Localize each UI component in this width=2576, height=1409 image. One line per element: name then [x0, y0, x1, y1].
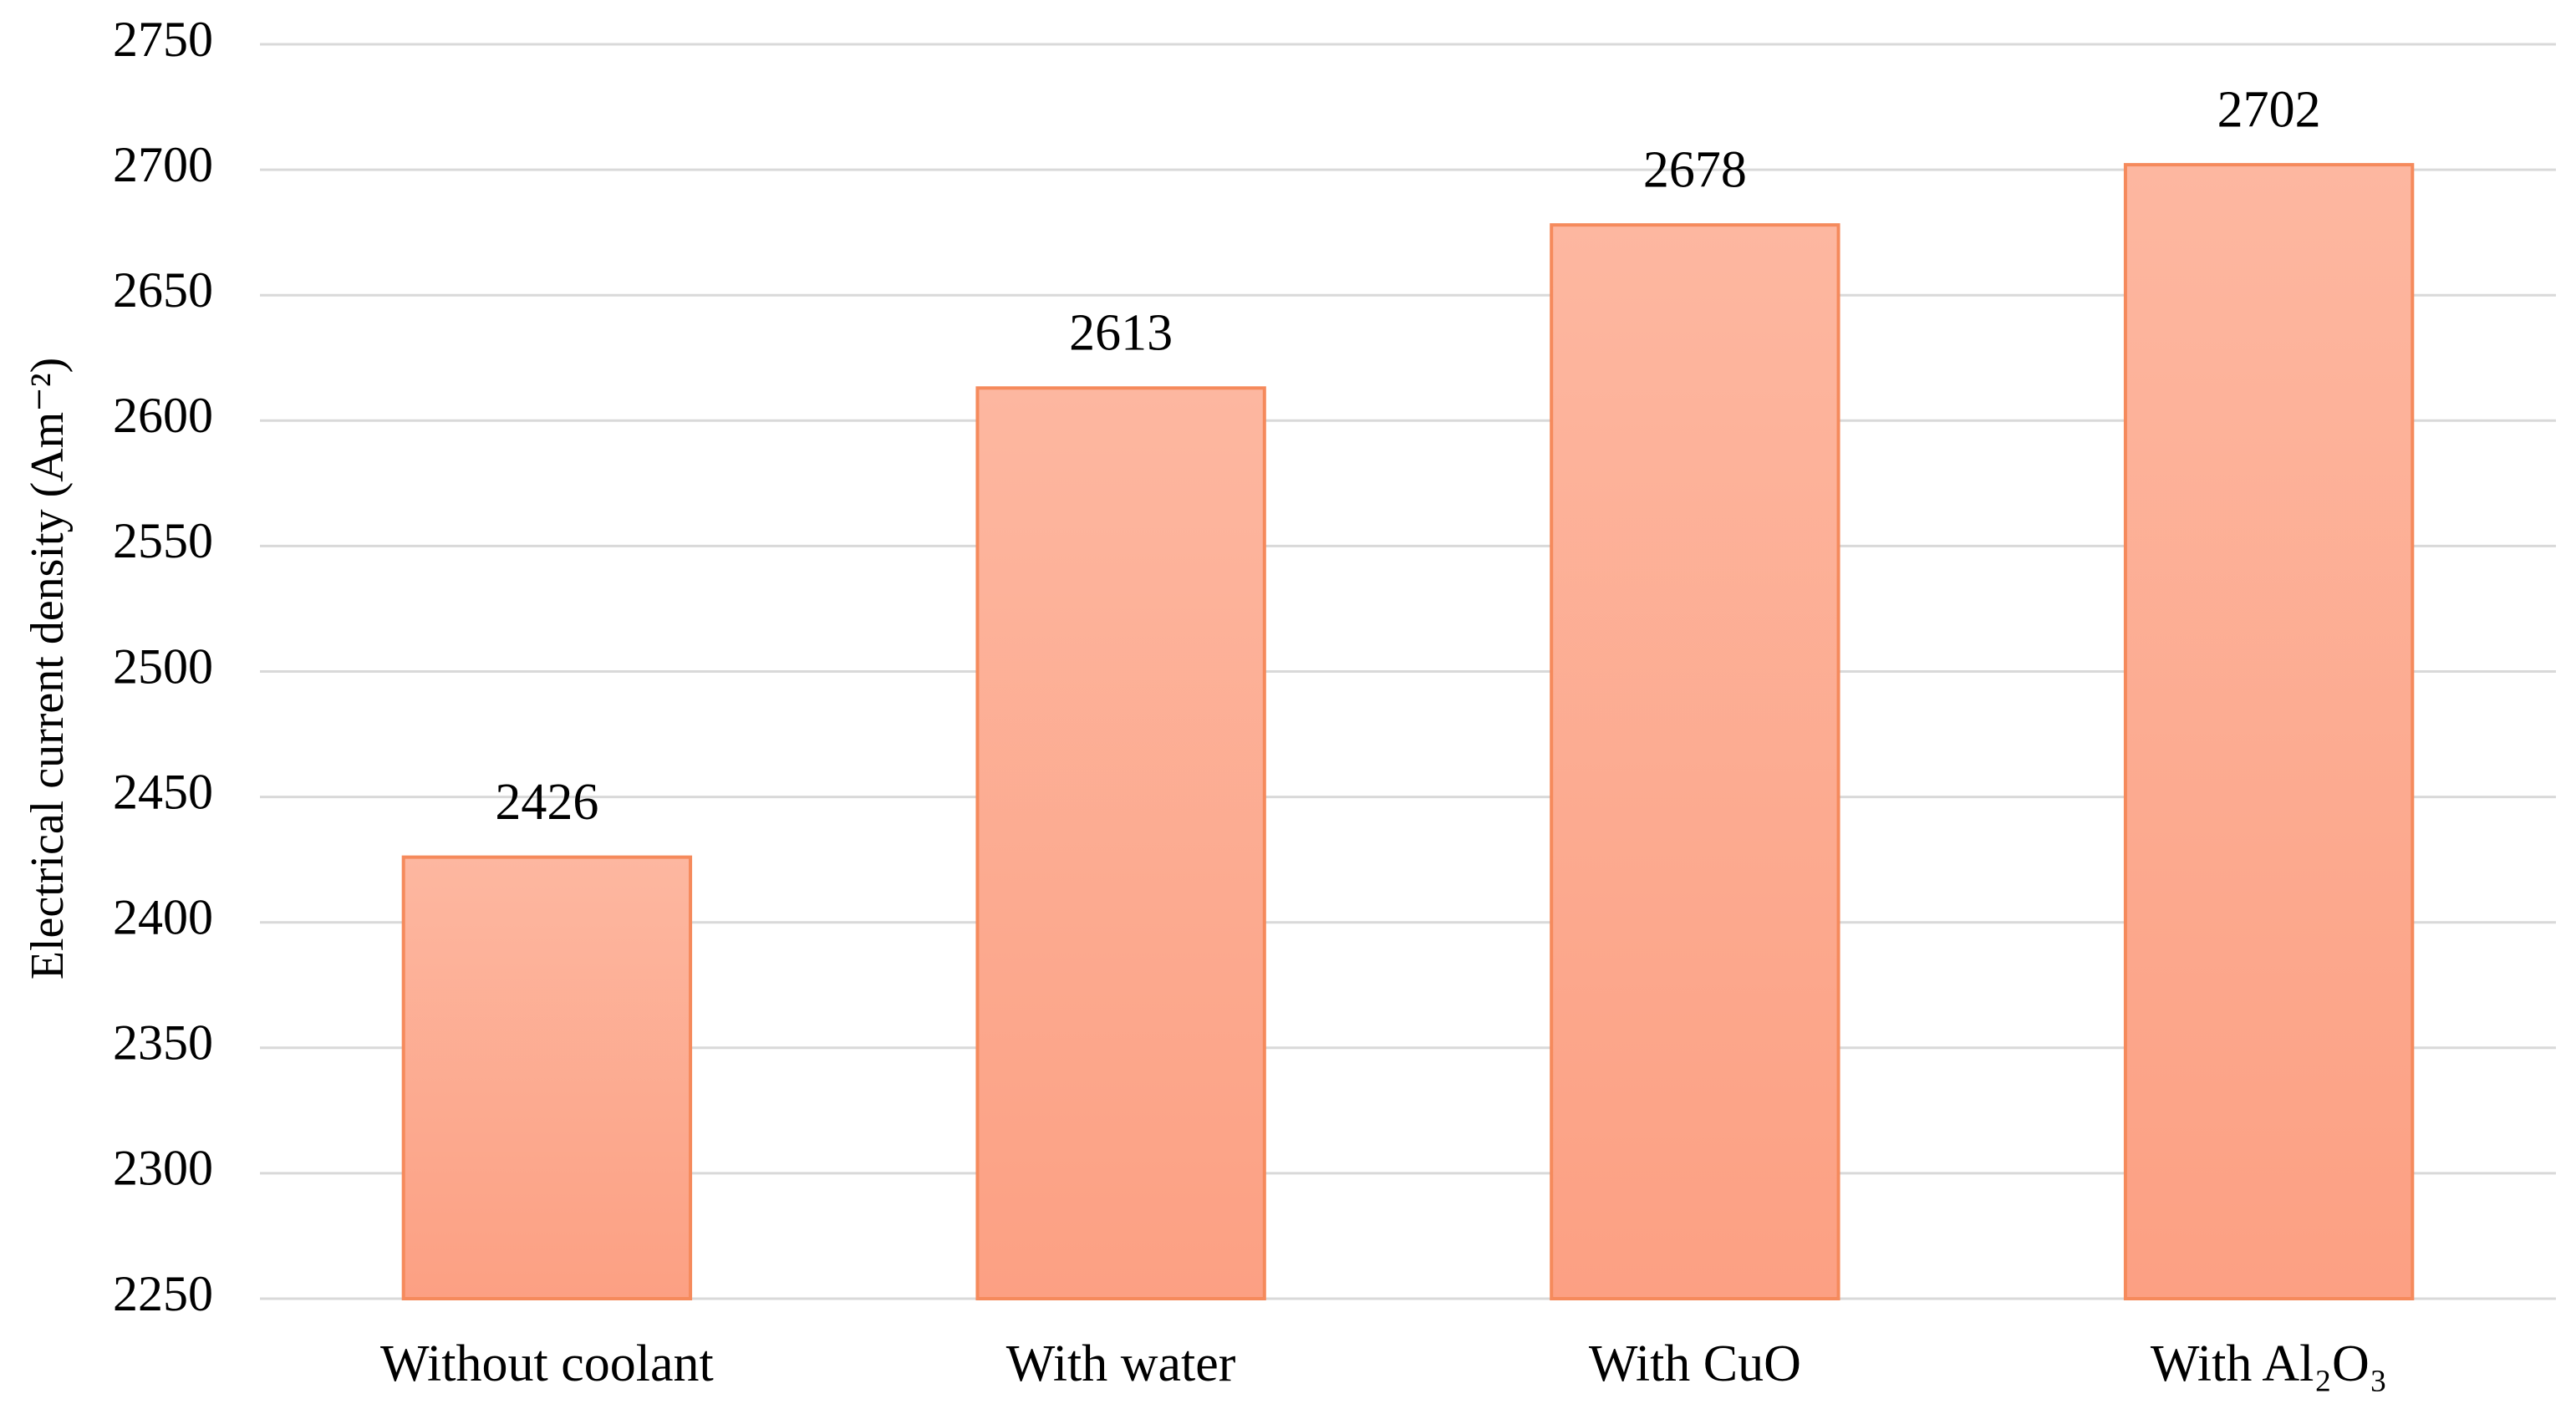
bar	[975, 386, 1266, 1300]
x-tick-label: Without coolant	[380, 1335, 714, 1392]
y-tick-label: 2550	[113, 513, 213, 568]
data-label: 2426	[495, 774, 598, 831]
y-tick-label: 2300	[113, 1141, 213, 1196]
data-label: 2613	[1069, 305, 1173, 362]
y-tick-label: 2250	[113, 1266, 213, 1321]
y-tick-label: 2600	[113, 388, 213, 443]
y-tick-label: 2700	[113, 137, 213, 192]
y-axis-label: Electrical current density (Am⁻²)	[22, 358, 74, 980]
y-tick-label: 2650	[113, 262, 213, 318]
y-tick-label: 2450	[113, 764, 213, 819]
y-tick-label: 2500	[113, 638, 213, 694]
x-tick-label: With water	[1006, 1335, 1236, 1392]
data-label: 2702	[2217, 81, 2321, 138]
bar	[1550, 223, 1840, 1300]
y-tick-label: 2400	[113, 889, 213, 944]
x-tick-label: With Al₂O₃	[2151, 1335, 2388, 1392]
data-label: 2678	[1643, 141, 1747, 198]
bar	[2123, 163, 2415, 1301]
x-tick-label: With CuO	[1589, 1335, 1801, 1392]
bar	[401, 855, 693, 1300]
y-tick-label: 2350	[113, 1015, 213, 1071]
y-tick-label: 2750	[113, 12, 213, 67]
